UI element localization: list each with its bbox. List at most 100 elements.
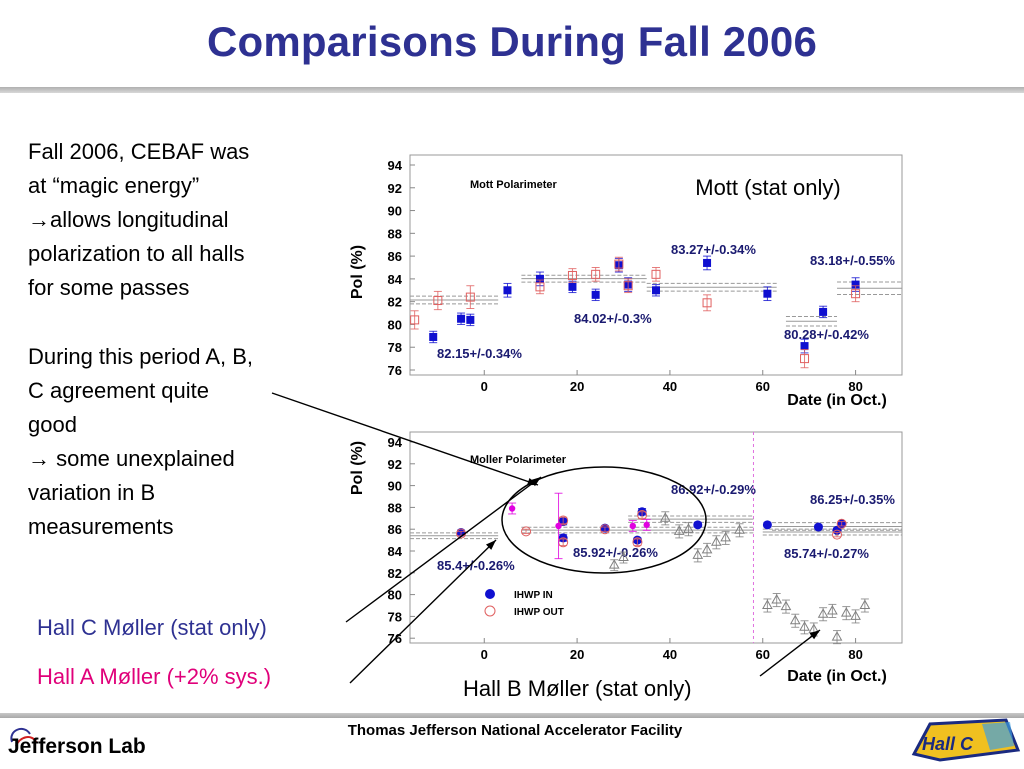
arrow-shaft [271,392,539,486]
data-point [429,332,438,341]
data-point [720,531,731,542]
x-tick-label: 20 [570,647,584,662]
data-point [789,614,801,625]
y-tick-label: 88 [388,500,402,515]
data-point [465,292,475,302]
data-point [840,607,852,617]
y-tick-label: 84 [388,272,403,287]
data-point [535,282,545,292]
x-tick-label: 0 [481,647,488,662]
y-tick-label: 86 [388,249,402,264]
data-point [851,280,860,289]
data-point [763,289,772,298]
average-label: 85.92+/-0.26% [573,545,658,560]
paragraph-2-line: variation in B [28,480,156,505]
average-label: 84.02+/-0.3% [574,311,652,326]
x-axis-label: Date (in Oct.) [787,668,887,685]
arrow-shaft [345,476,542,623]
description-paragraph-1: Fall 2006, CEBAF was at “magic energy” →… [28,135,328,305]
data-point [614,259,624,269]
arrow-hall-c [345,476,542,623]
data-point [692,549,704,559]
logo-lettering: Hall C [922,734,974,754]
x-tick-label: 20 [570,379,584,394]
average-label: 83.18+/-0.55% [810,253,895,268]
data-point [780,600,792,611]
data-point [599,524,610,535]
x-tick-label: 0 [481,379,488,394]
data-point [521,526,532,537]
average-label: 80.28+/-0.42% [784,327,869,342]
average-label: 86.25+/-0.35% [810,492,895,507]
x-tick-label: 80 [848,647,862,662]
data-point [831,631,843,641]
data-point [508,505,516,512]
data-point [673,525,685,535]
chart-panel-1: 76 78 80 82 84 86 88 90 92 94 0 20 40 60 80 Pol (%) Date… [349,154,903,409]
arrow-head [485,540,496,550]
y-tick-label: 82 [388,566,402,581]
data-point [799,621,810,631]
legend-marker [485,589,495,599]
data-point [827,604,838,615]
data-point [535,274,544,283]
y-tick-label: 80 [388,588,402,603]
data-point [457,314,466,323]
y-tick-label: 90 [388,479,402,494]
data-point [836,518,847,529]
data-point [702,298,712,308]
paragraph-1-line: at “magic energy” [28,173,200,198]
jefferson-lab-logo: Jefferson Lab [6,720,166,765]
data-point [629,522,636,530]
data-point [618,551,629,562]
data-point [813,522,823,532]
average-label: 83.27+/-0.34% [671,242,756,257]
legend-marker [484,605,496,617]
legend-label: IHWP IN [514,590,553,601]
x-tick-label: 60 [756,647,770,662]
arrow-shaft [759,629,821,677]
data-point [832,529,843,540]
data-point [851,289,861,299]
data-point [683,523,694,533]
data-point [555,522,562,530]
data-point [762,520,772,530]
hall-c-moller-label: Hall C Møller (stat only) [37,615,267,640]
data-point [701,543,713,554]
data-point [800,342,809,351]
average-label: 82.15+/-0.34% [437,346,522,361]
y-tick-label: 78 [388,340,402,355]
y-axis-label: Pol (%) [349,441,366,495]
data-point [433,296,443,306]
average-label: 86.92+/-0.29% [671,482,756,497]
logo-lettering: Jefferson Lab [8,735,146,758]
data-point [466,315,475,324]
y-tick-label: 92 [388,457,402,472]
data-point [734,524,745,534]
footer-text: Thomas Jefferson National Accelerator Fa… [347,722,683,739]
data-point [859,599,871,609]
y-tick-label: 94 [388,158,403,173]
paragraph-2-line: During this period A, B, [28,344,254,369]
data-point [693,520,703,530]
data-point [568,282,577,291]
data-point [771,594,783,604]
x-tick-label: 80 [848,379,862,394]
arrow-shaft [349,539,497,684]
data-point [632,537,643,548]
description-paragraph-2: During this period A, B, C agreement qui… [28,340,328,544]
y-tick-label: 76 [388,363,402,378]
data-point [591,290,600,299]
data-point [410,315,420,325]
arrow-hall-a [349,539,497,684]
data-point [659,512,671,522]
paragraph-1-line: for some passes [28,275,190,300]
average-label: 85.74+/-0.27% [784,546,869,561]
plot-title: Mott Polarimeter [470,179,558,191]
hall-b-moller-label: Hall B Møller (stat only) [463,676,692,701]
plot-frame [409,154,903,376]
callout-ellipse [501,466,707,574]
data-point [710,536,722,546]
data-point [623,281,633,291]
hall-a-moller-label: Hall A Møller (+2% sys.) [37,664,272,689]
